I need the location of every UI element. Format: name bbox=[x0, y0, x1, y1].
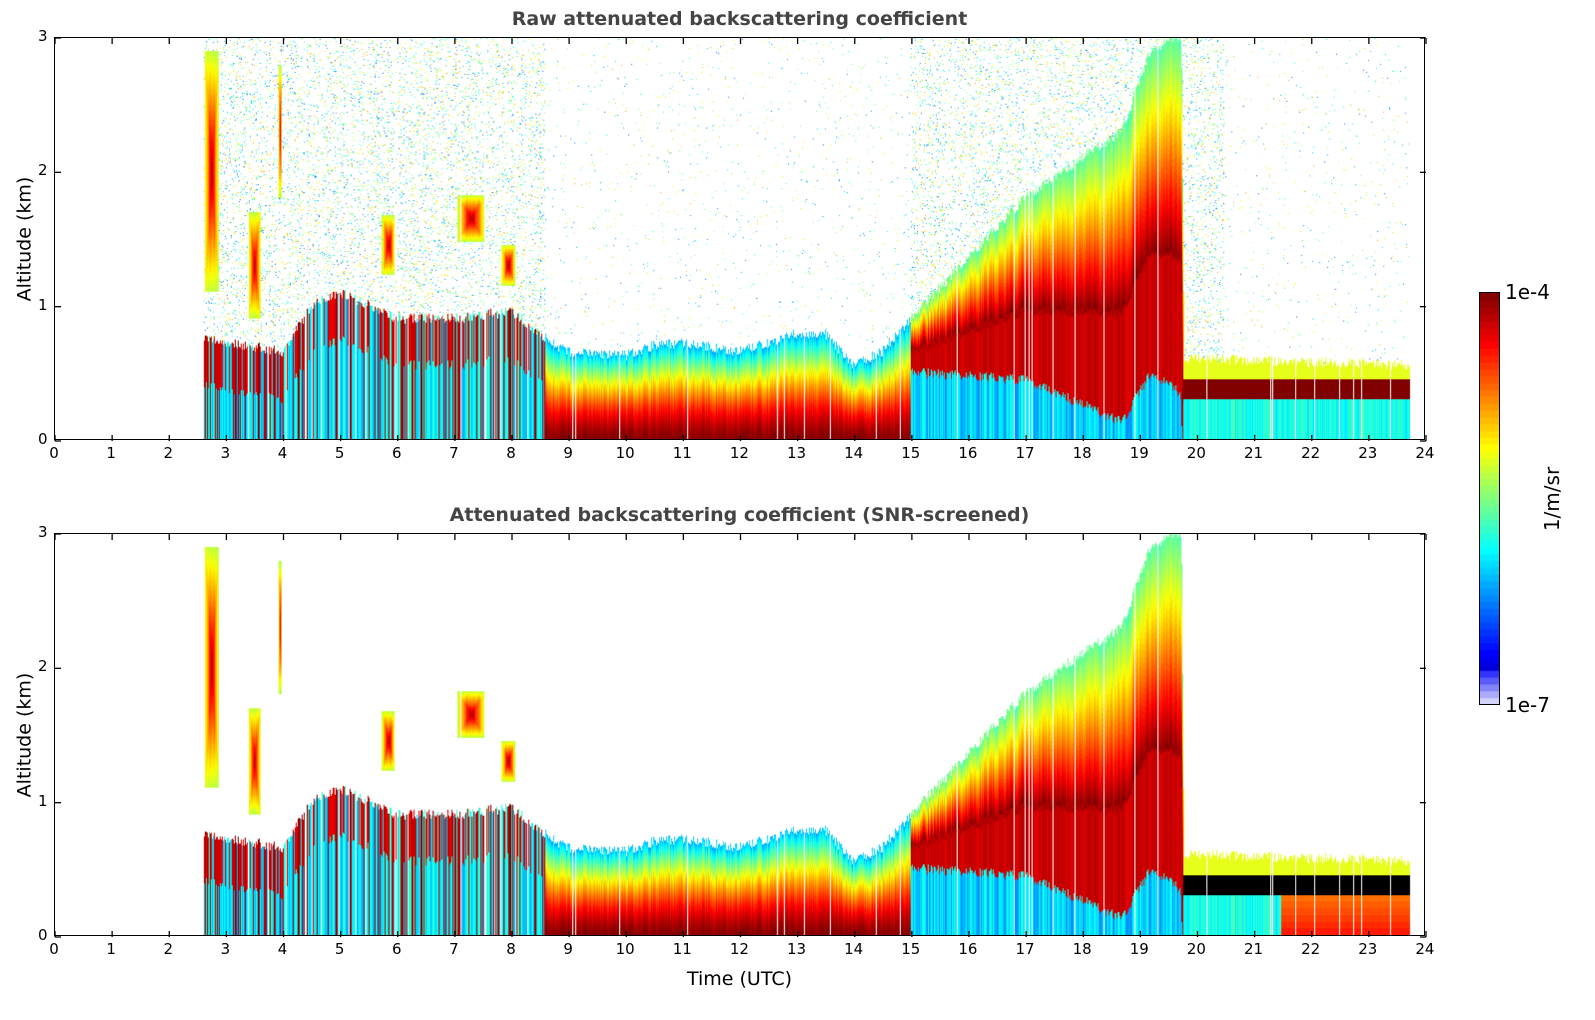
y-tick-label: 3 bbox=[38, 27, 48, 45]
x-tick-label: 17 bbox=[1015, 940, 1035, 958]
colorbar-max-label: 1e-4 bbox=[1505, 280, 1550, 304]
heatmap-raw bbox=[55, 38, 1424, 439]
x-tick-label: 11 bbox=[672, 940, 692, 958]
x-tick-label: 7 bbox=[449, 444, 459, 462]
x-tick-label: 13 bbox=[787, 444, 807, 462]
y-tick-label: 0 bbox=[38, 926, 48, 944]
x-tick-label: 11 bbox=[672, 444, 692, 462]
x-tick-label: 21 bbox=[1244, 940, 1264, 958]
x-tick-label: 19 bbox=[1129, 444, 1149, 462]
x-tick-label: 22 bbox=[1301, 940, 1321, 958]
plot-raw bbox=[54, 37, 1427, 442]
x-tick-label: 12 bbox=[729, 940, 749, 958]
plot-snr bbox=[54, 533, 1427, 938]
x-tick-label: 9 bbox=[563, 940, 573, 958]
x-tick-label: 14 bbox=[844, 940, 864, 958]
ticks-raw bbox=[54, 37, 1427, 442]
colorbar bbox=[1479, 292, 1500, 705]
y-tick-label: 0 bbox=[38, 430, 48, 448]
x-tick-label: 3 bbox=[220, 940, 231, 958]
ylabel-snr: Altitude (km) bbox=[13, 672, 36, 798]
x-tick-label: 5 bbox=[334, 940, 345, 958]
x-tick-label: 14 bbox=[844, 444, 864, 462]
y-tick-label: 1 bbox=[38, 295, 48, 314]
x-tick-label: 2 bbox=[163, 940, 173, 958]
x-tick-label: 8 bbox=[506, 444, 516, 462]
x-tick-label: 12 bbox=[729, 444, 749, 462]
x-tick-label: 20 bbox=[1186, 940, 1206, 958]
colorbar-min-label: 1e-7 bbox=[1505, 693, 1550, 717]
x-tick-label: 21 bbox=[1244, 444, 1264, 462]
x-tick-label: 18 bbox=[1072, 940, 1092, 958]
x-tick-label: 10 bbox=[615, 940, 635, 958]
colorbar-unit-label: 1/m/sr bbox=[1540, 466, 1565, 532]
chart-title-snr: Attenuated backscattering coefficient (S… bbox=[449, 504, 1030, 526]
x-tick-label: 16 bbox=[958, 940, 978, 958]
x-tick-label: 6 bbox=[391, 940, 402, 958]
x-tick-label: 17 bbox=[1015, 444, 1035, 462]
x-tick-label: 0 bbox=[49, 444, 59, 462]
x-tick-label: 5 bbox=[334, 444, 345, 462]
x-tick-label: 4 bbox=[277, 940, 288, 958]
heatmap-snr bbox=[55, 534, 1424, 935]
x-tick-label: 24 bbox=[1415, 940, 1435, 958]
x-tick-label: 19 bbox=[1129, 940, 1149, 958]
chart-title-raw: Raw attenuated backscattering coefficien… bbox=[511, 8, 968, 30]
x-tick-label: 24 bbox=[1415, 444, 1435, 462]
x-tick-label: 16 bbox=[958, 444, 978, 462]
ylabel-raw: Altitude (km) bbox=[13, 176, 36, 302]
x-tick-label: 13 bbox=[787, 940, 807, 958]
x-tick-label: 18 bbox=[1072, 444, 1092, 462]
x-tick-label: 1 bbox=[106, 940, 116, 958]
x-tick-label: 23 bbox=[1358, 940, 1378, 958]
x-tick-label: 15 bbox=[901, 444, 921, 462]
y-tick-label: 3 bbox=[38, 523, 48, 541]
x-tick-label: 8 bbox=[506, 940, 516, 958]
x-tick-label: 3 bbox=[220, 444, 231, 462]
x-tick-label: 0 bbox=[49, 940, 59, 958]
x-tick-label: 22 bbox=[1301, 444, 1321, 462]
xlabel: Time (UTC) bbox=[686, 968, 793, 990]
x-tick-label: 6 bbox=[391, 444, 402, 462]
y-tick-label: 2 bbox=[38, 657, 48, 676]
y-tick-label: 2 bbox=[38, 161, 48, 180]
x-tick-label: 2 bbox=[163, 444, 173, 462]
y-tick-label: 1 bbox=[38, 791, 48, 810]
x-tick-label: 15 bbox=[901, 940, 921, 958]
x-tick-label: 10 bbox=[615, 444, 635, 462]
x-tick-label: 9 bbox=[563, 444, 573, 462]
x-tick-label: 1 bbox=[106, 444, 116, 462]
x-tick-label: 7 bbox=[449, 940, 459, 958]
x-tick-label: 4 bbox=[277, 444, 288, 462]
x-tick-label: 20 bbox=[1186, 444, 1206, 462]
ticks-snr bbox=[54, 533, 1427, 938]
x-tick-label: 23 bbox=[1358, 444, 1378, 462]
